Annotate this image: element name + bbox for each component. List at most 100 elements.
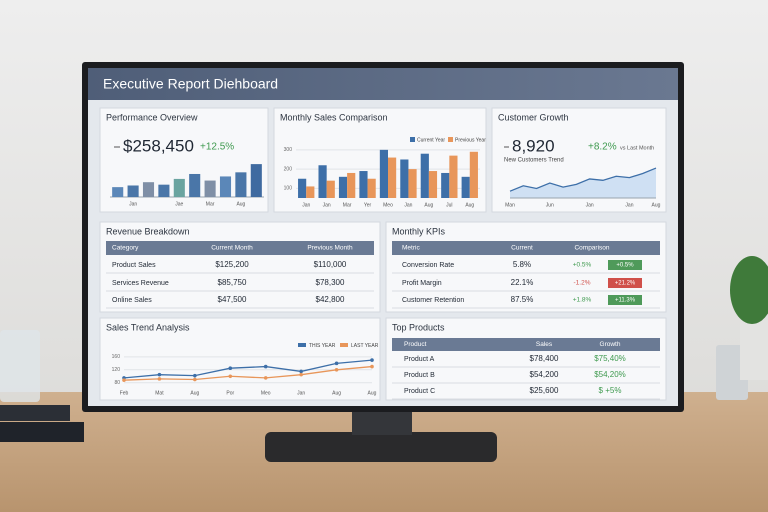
table-cell: 5.8% bbox=[513, 260, 531, 269]
table-cell: 87.5% bbox=[511, 295, 534, 304]
badge-label: +11.3% bbox=[615, 298, 636, 304]
x-tick-label: Meo bbox=[261, 390, 271, 396]
table-header bbox=[392, 338, 660, 351]
table-cell: $78,300 bbox=[316, 278, 345, 287]
bar bbox=[158, 184, 170, 197]
point bbox=[334, 368, 339, 372]
kpi-note: vs Last Month bbox=[620, 145, 654, 151]
point bbox=[370, 358, 374, 362]
table-cell: Profit Margin bbox=[402, 280, 442, 287]
panel-title: Performance Overview bbox=[106, 112, 198, 122]
bar bbox=[127, 185, 139, 197]
column-header: Current Month bbox=[211, 245, 253, 252]
x-tick-label: Jan bbox=[404, 202, 412, 208]
table-header bbox=[392, 241, 660, 255]
x-tick-label: Aug bbox=[465, 202, 474, 208]
x-tick-label: Mar bbox=[343, 202, 352, 208]
table-cell: Services Revenue bbox=[112, 280, 169, 287]
table-cell: Customer Retention bbox=[402, 297, 464, 304]
table-cell: Product C bbox=[404, 388, 435, 395]
panel-title: Revenue Breakdown bbox=[106, 226, 190, 236]
x-tick-label: Aug bbox=[190, 390, 199, 396]
bar bbox=[112, 187, 124, 197]
x-tick-label: Meo bbox=[383, 202, 393, 208]
x-tick-label: Mat bbox=[155, 390, 164, 396]
plant-pot bbox=[740, 320, 768, 380]
legend-label: Previous Year bbox=[455, 137, 486, 143]
legend-swatch bbox=[448, 137, 453, 142]
growth: $75,40% bbox=[594, 354, 626, 363]
bar bbox=[219, 176, 232, 197]
point bbox=[334, 361, 339, 366]
x-tick-label: Jae bbox=[175, 201, 183, 207]
legend-swatch bbox=[340, 343, 348, 347]
x-tick-label: Aug bbox=[652, 202, 661, 208]
column-header: Previous Month bbox=[307, 245, 353, 252]
glass bbox=[0, 330, 40, 402]
bar bbox=[469, 151, 478, 198]
legend-swatch bbox=[410, 137, 415, 142]
table-cell: $25,600 bbox=[530, 386, 559, 395]
area bbox=[510, 168, 656, 198]
column-header: Current bbox=[511, 245, 533, 252]
panel-title: Sales Trend Analysis bbox=[106, 322, 190, 332]
point bbox=[193, 373, 197, 378]
point bbox=[228, 374, 233, 379]
point bbox=[263, 376, 268, 380]
x-tick-label: Aug bbox=[424, 202, 433, 208]
table-cell: $78,400 bbox=[530, 354, 559, 363]
column-header: Growth bbox=[600, 341, 621, 348]
table-header bbox=[106, 241, 374, 255]
table-cell: $85,750 bbox=[218, 278, 247, 287]
x-tick-label: Jan bbox=[323, 202, 331, 208]
bar bbox=[400, 159, 409, 198]
column-header: Sales bbox=[536, 341, 553, 348]
x-tick-label: Por bbox=[226, 390, 234, 396]
x-tick-label: Aug bbox=[236, 201, 245, 207]
table-cell: $42,800 bbox=[316, 295, 345, 304]
bar bbox=[306, 186, 315, 198]
kpi-change: +0.5% bbox=[573, 262, 592, 269]
y-tick-label: 160 bbox=[112, 354, 121, 360]
badge bbox=[608, 278, 642, 288]
point bbox=[228, 366, 233, 370]
bar bbox=[142, 182, 155, 197]
y-tick-label: 200 bbox=[284, 166, 293, 172]
x-tick-label: Jan bbox=[625, 202, 633, 208]
line bbox=[509, 167, 657, 192]
table-cell: Product B bbox=[404, 372, 435, 379]
x-tick-label: Man bbox=[505, 202, 515, 208]
panel-title: Monthly Sales Comparison bbox=[280, 112, 388, 122]
point bbox=[299, 369, 303, 374]
panel-title: Monthly KPIs bbox=[392, 226, 446, 236]
y-tick-label: 120 bbox=[112, 367, 121, 373]
bar bbox=[367, 178, 376, 198]
point bbox=[157, 372, 162, 377]
book bbox=[0, 405, 70, 421]
table-cell: $125,200 bbox=[215, 260, 249, 269]
x-tick-label: Jan bbox=[129, 201, 137, 207]
monitor-base bbox=[265, 432, 497, 462]
x-tick-label: Aug bbox=[368, 390, 377, 396]
x-tick-label: Jul bbox=[446, 202, 452, 208]
point bbox=[299, 372, 303, 377]
bar bbox=[441, 172, 450, 198]
table-cell: $110,000 bbox=[314, 260, 347, 269]
table-cell: Conversion Rate bbox=[402, 262, 454, 269]
bar bbox=[318, 165, 327, 198]
bar bbox=[461, 176, 470, 198]
point bbox=[193, 377, 197, 382]
chart-subtitle: New Customers Trend bbox=[504, 158, 564, 164]
kpi-change: -1.2% bbox=[574, 280, 591, 287]
bar bbox=[408, 169, 417, 198]
panel bbox=[99, 317, 381, 401]
book bbox=[0, 422, 84, 442]
panel bbox=[385, 317, 667, 401]
plant bbox=[730, 256, 768, 324]
point bbox=[263, 364, 268, 369]
legend-label: THIS YEAR bbox=[309, 343, 336, 349]
bar bbox=[347, 172, 356, 198]
bar bbox=[359, 171, 368, 198]
y-tick-label: 80 bbox=[114, 380, 120, 386]
